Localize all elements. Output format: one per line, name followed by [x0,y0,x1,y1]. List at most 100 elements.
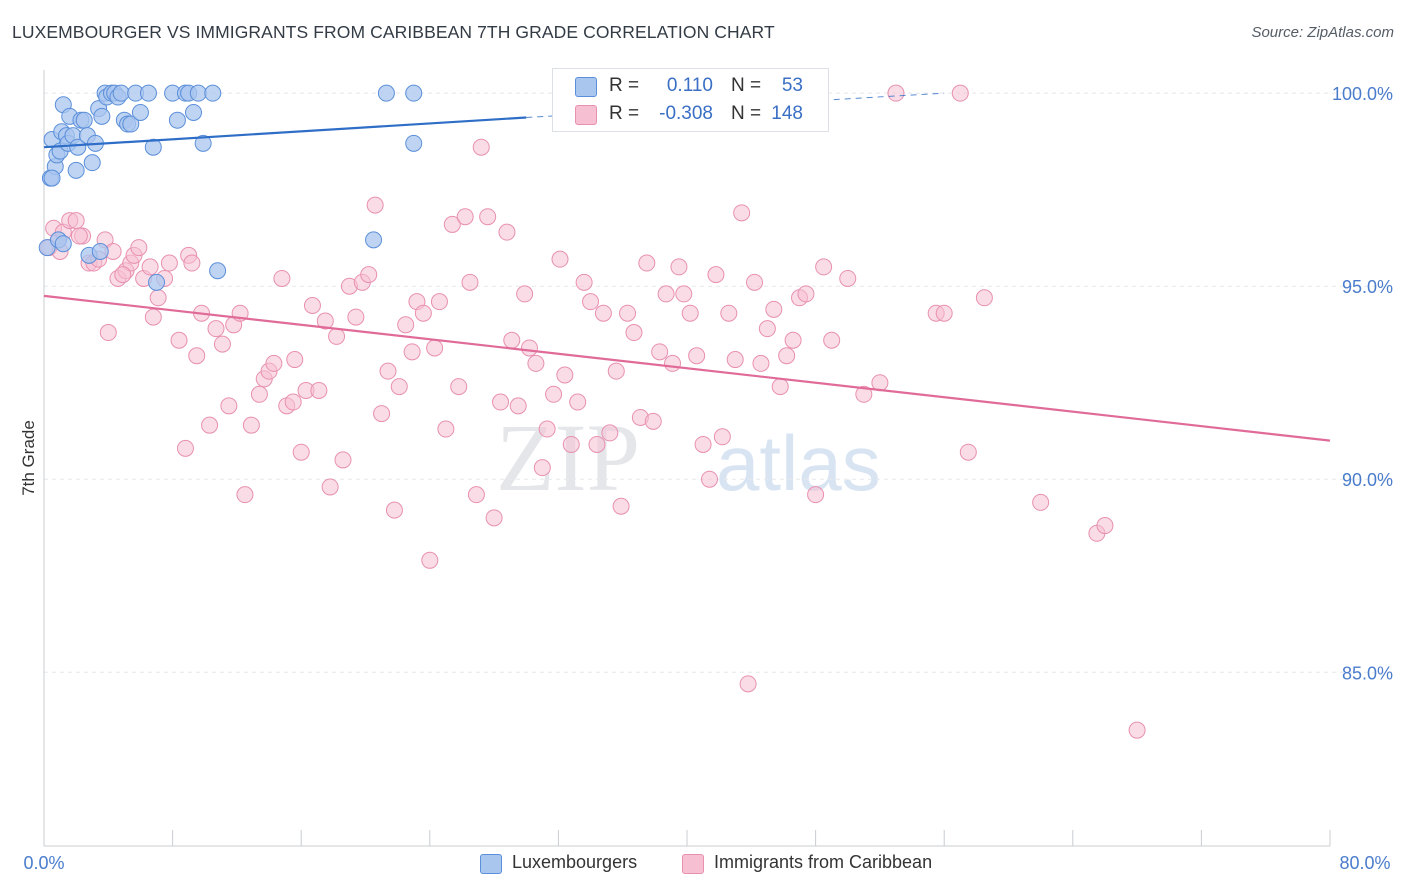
luxembourger-point [139,84,157,102]
caribbean-point [594,304,612,322]
luxembourger-point [67,161,85,179]
caribbean-point [959,443,977,461]
r-label: R = [609,103,640,124]
luxembourger-point [131,103,149,121]
caribbean-point [556,366,574,384]
watermark-zip: ZIP [496,404,640,511]
caribbean-point [681,304,699,322]
luxembourger-point [75,111,93,129]
caribbean-point [815,258,833,276]
n-value: 53 [781,75,803,96]
caribbean-point [310,381,328,399]
caribbean-point [130,239,148,257]
caribbean-point [316,312,334,330]
caribbean-point [562,435,580,453]
caribbean-point [664,354,682,372]
caribbean-point [807,486,825,504]
caribbean-point [385,501,403,519]
luxembourger-point [209,262,227,280]
caribbean-point [220,397,238,415]
n-label: N = [731,75,762,96]
caribbean-point [612,497,630,515]
caribbean-point [390,378,408,396]
caribbean-point [797,285,815,303]
caribbean-point [114,266,132,284]
caribbean-point [675,285,693,303]
caribbean-point [273,269,291,287]
caribbean-point [347,308,365,326]
r-label: R = [609,75,640,96]
caribbean-point [403,343,421,361]
caribbean-point [975,289,993,307]
caribbean-point [201,416,219,434]
caribbean-point [430,293,448,311]
caribbean-point [625,324,643,342]
pink-swatch-icon [682,854,704,874]
luxembourger-point [377,84,395,102]
legend-label: Luxembourgers [512,852,638,872]
caribbean-point [334,451,352,469]
caribbean-point [421,551,439,569]
caribbean-point [67,212,85,230]
caribbean-point [467,486,485,504]
caribbean-point [303,297,321,315]
caribbean-point [443,215,461,233]
caribbean-point [213,335,231,353]
caribbean-point [70,227,88,245]
caribbean-point [242,416,260,434]
x-tick-label: 0.0% [23,853,64,873]
caribbean-point [575,273,593,291]
caribbean-point [720,304,738,322]
caribbean-point [707,266,725,284]
luxembourger-point [405,84,423,102]
caribbean-point [149,289,167,307]
caribbean-point [284,393,302,411]
luxembourger-point [365,231,383,249]
caribbean-point [657,285,675,303]
caribbean-point [472,138,490,156]
caribbean-point [538,420,556,438]
caribbean-point [498,223,516,241]
y-tick-label: 95.0% [1342,277,1393,297]
caribbean-point [292,443,310,461]
caribbean-point [328,327,346,345]
caribbean-point [456,208,474,226]
caribbean-point [951,84,969,102]
legend-label: Immigrants from Caribbean [714,852,933,872]
luxembourger-point [194,134,212,152]
caribbean-point [784,331,802,349]
caribbean-point [492,393,510,411]
luxembourger-point [93,107,111,125]
caribbean-point [188,347,206,365]
chart-source: Source: ZipAtlas.com [1251,24,1394,41]
caribbean-point [778,347,796,365]
caribbean-point [479,208,497,226]
caribbean-point [694,435,712,453]
caribbean-point [379,362,397,380]
luxembourger-point [112,84,130,102]
caribbean-point [765,300,783,318]
caribbean-point [170,331,188,349]
caribbean-point [366,196,384,214]
luxembourger-point [168,111,186,129]
caribbean-point [426,339,444,357]
luxembourger-trend-line [43,116,527,149]
caribbean-point [935,304,953,322]
caribbean-point [607,362,625,380]
caribbean-point [651,343,669,361]
caribbean-point [144,308,162,326]
caribbean-point [569,393,587,411]
caribbean-point [588,435,606,453]
caribbean-point [1032,493,1050,511]
caribbean-point [619,304,637,322]
y-tick-label: 100.0% [1332,84,1393,104]
blue-swatch-icon [575,77,597,97]
caribbean-point [503,331,521,349]
caribbean-point [437,420,455,438]
caribbean-trend-line [43,294,1331,442]
caribbean-point [752,354,770,372]
caribbean-point [601,424,619,442]
caribbean-point [823,331,841,349]
luxembourger-point [91,242,109,260]
caribbean-point [644,412,662,430]
